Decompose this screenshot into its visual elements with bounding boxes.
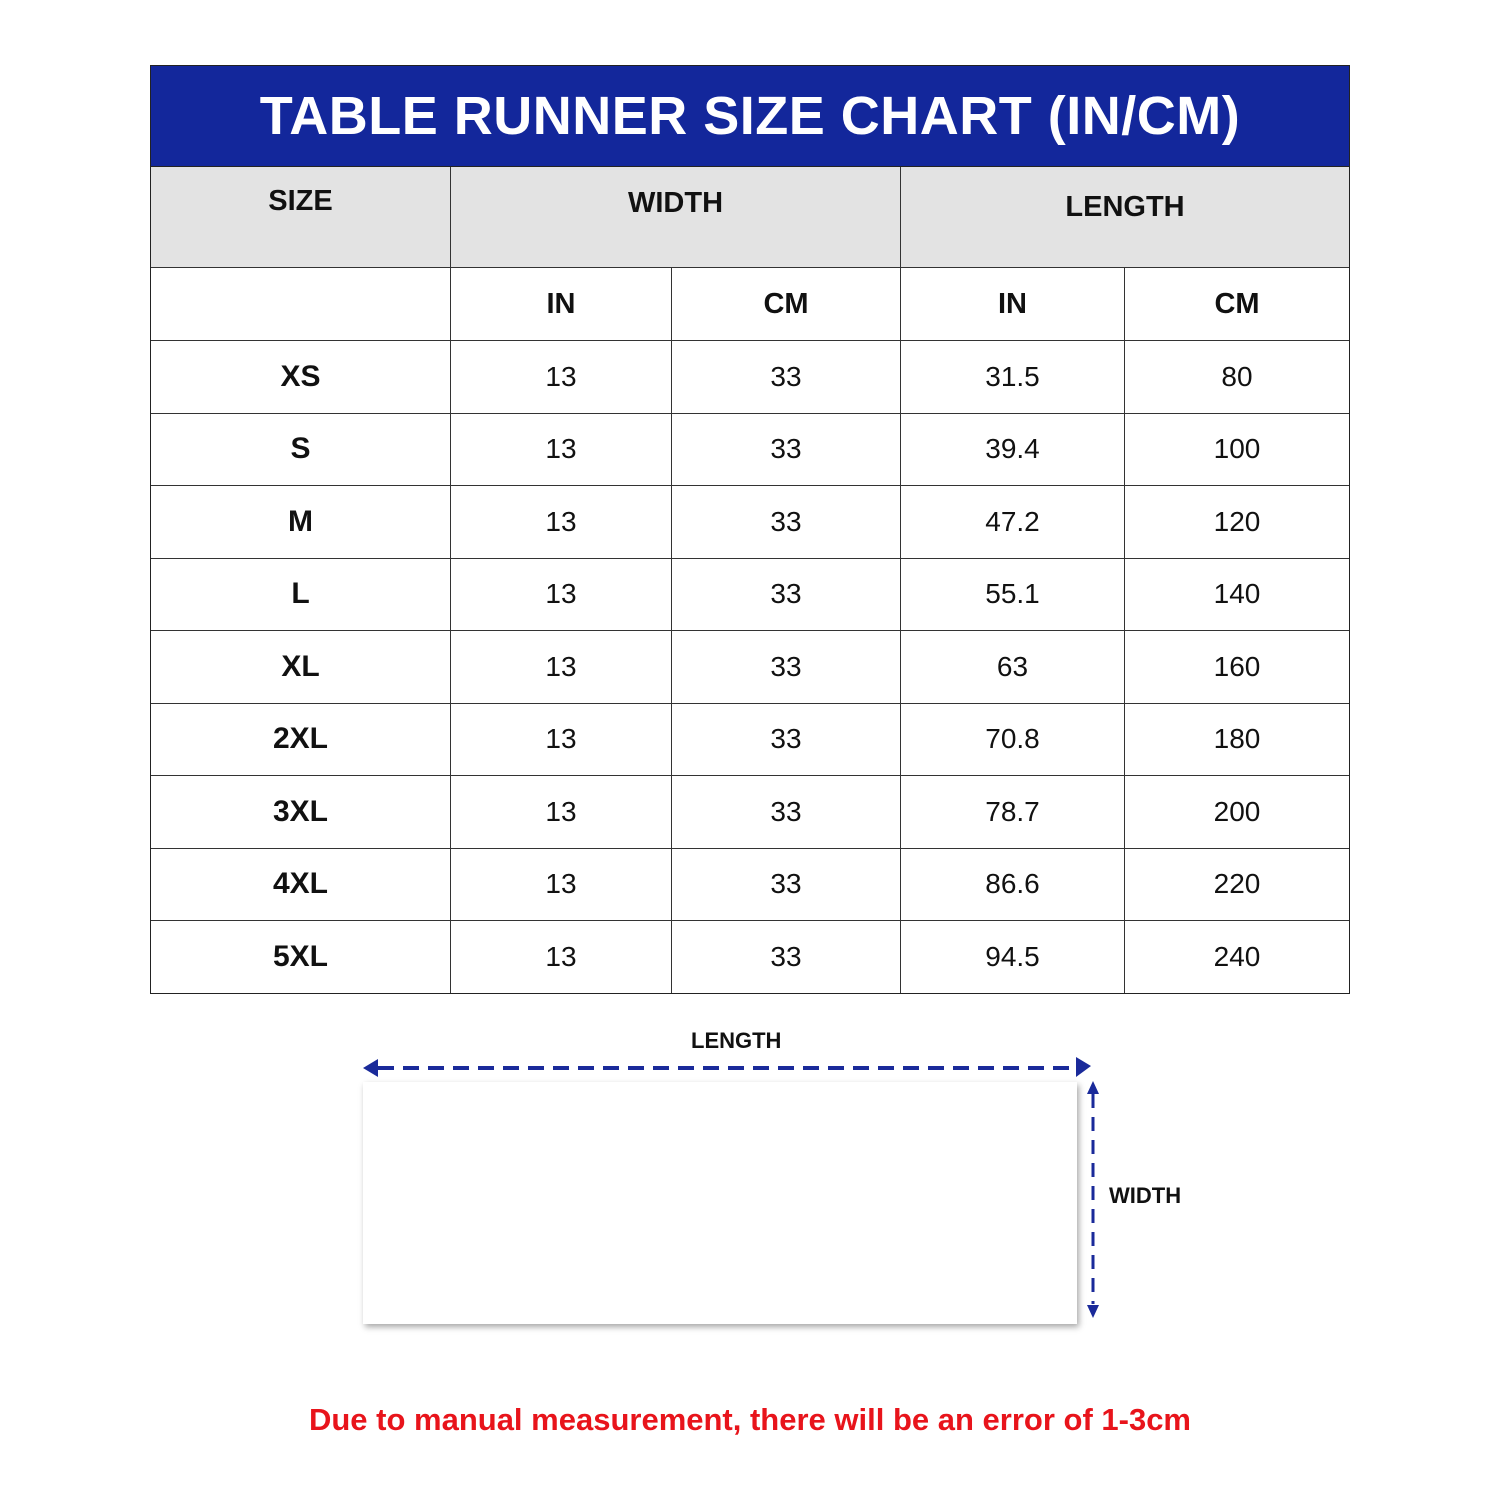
table-row: M 13 33 47.2 120 bbox=[151, 486, 1349, 559]
cell-length-cm: 140 bbox=[1213, 578, 1261, 610]
cell-width-cm: 33 bbox=[672, 921, 901, 993]
cell-length-cm: 120 bbox=[1213, 505, 1261, 537]
cell-width-in: 13 bbox=[451, 848, 672, 920]
cell-length-cm: 80 bbox=[1221, 360, 1253, 392]
cell-width-in: 13 bbox=[451, 341, 672, 413]
cell-length-in: 70.8 bbox=[901, 703, 1125, 775]
cell-length-cm: 240 bbox=[1213, 940, 1261, 972]
cell-width-in: 13 bbox=[451, 486, 672, 558]
header-row: SIZE WIDTH LENGTH bbox=[151, 167, 1349, 268]
length-label: LENGTH bbox=[691, 1028, 782, 1053]
cell-size: XL bbox=[151, 631, 451, 703]
cell-length-cm: 160 bbox=[1213, 650, 1261, 682]
cell-length-in: 94.5 bbox=[901, 921, 1125, 993]
subheader-blank bbox=[151, 268, 451, 340]
subheader-width-in: IN bbox=[451, 268, 672, 340]
width-arrow-icon bbox=[1087, 1081, 1099, 1318]
cell-size: L bbox=[151, 558, 451, 630]
cell-width-cm: 33 bbox=[672, 558, 901, 630]
cell-size: M bbox=[151, 486, 451, 558]
chart-title: TABLE RUNNER SIZE CHART (IN/CM) bbox=[151, 66, 1349, 167]
cell-width-in: 13 bbox=[451, 631, 672, 703]
cell-length-in: 47.2 bbox=[901, 486, 1125, 558]
cell-width-cm: 33 bbox=[672, 341, 901, 413]
cell-length-in: 39.4 bbox=[901, 413, 1125, 485]
cell-length-cm: 100 bbox=[1213, 433, 1261, 465]
table-row: 3XL 13 33 78.7 200 bbox=[151, 776, 1349, 849]
measurement-note: Due to manual measurement, there will be… bbox=[308, 1402, 1192, 1437]
header-size: SIZE bbox=[151, 167, 451, 267]
subheader-row: IN CM IN CM bbox=[151, 268, 1349, 341]
cell-size: 3XL bbox=[151, 776, 451, 848]
table-row: XS 13 33 31.5 80 bbox=[151, 341, 1349, 414]
table-row: L 13 33 55.1 140 bbox=[151, 558, 1349, 631]
cell-size: 2XL bbox=[151, 703, 451, 775]
table-row: 4XL 13 33 86.6 220 bbox=[151, 848, 1349, 921]
width-label: WIDTH bbox=[1109, 1183, 1182, 1208]
cell-width-cm: 33 bbox=[672, 848, 901, 920]
table-row: 2XL 13 33 70.8 180 bbox=[151, 703, 1349, 776]
cell-length-cm: 200 bbox=[1213, 795, 1261, 827]
header-width: WIDTH bbox=[451, 167, 901, 267]
cell-width-in: 13 bbox=[451, 558, 672, 630]
cell-width-cm: 33 bbox=[672, 413, 901, 485]
table-row: S 13 33 39.4 100 bbox=[151, 413, 1349, 486]
cell-length-in: 55.1 bbox=[901, 558, 1125, 630]
cell-length-in: 78.7 bbox=[901, 776, 1125, 848]
cell-width-in: 13 bbox=[451, 921, 672, 993]
cell-width-cm: 33 bbox=[672, 631, 901, 703]
cell-length-in: 86.6 bbox=[901, 848, 1125, 920]
cell-width-in: 13 bbox=[451, 413, 672, 485]
cell-length-in: 63 bbox=[901, 631, 1125, 703]
subheader-length-cm: CM bbox=[1214, 287, 1260, 320]
subheader-length-in: IN bbox=[901, 268, 1125, 340]
cell-length-cm: 220 bbox=[1213, 868, 1261, 900]
cell-size: S bbox=[151, 413, 451, 485]
cell-size: XS bbox=[151, 341, 451, 413]
table-body: XS 13 33 31.5 80 S 13 33 39.4 100 M 13 33 47.2 120 L 13 3… bbox=[151, 341, 1349, 993]
header-length: LENGTH bbox=[1065, 191, 1185, 223]
size-chart-table: TABLE RUNNER SIZE CHART (IN/CM) SIZE WID… bbox=[150, 65, 1350, 994]
cell-length-cm: 180 bbox=[1213, 723, 1261, 755]
cell-width-in: 13 bbox=[451, 776, 672, 848]
cell-width-cm: 33 bbox=[672, 486, 901, 558]
table-row: 5XL 13 33 94.5 240 bbox=[151, 921, 1349, 993]
cell-width-cm: 33 bbox=[672, 703, 901, 775]
table-runner-illustration bbox=[363, 1082, 1077, 1324]
cell-length-in: 31.5 bbox=[901, 341, 1125, 413]
table-row: XL 13 33 63 160 bbox=[151, 631, 1349, 704]
cell-width-cm: 33 bbox=[672, 776, 901, 848]
subheader-width-cm: CM bbox=[672, 268, 901, 340]
cell-size: 4XL bbox=[151, 848, 451, 920]
length-arrow-icon bbox=[363, 1057, 1091, 1077]
cell-size: 5XL bbox=[151, 921, 451, 993]
cell-width-in: 13 bbox=[451, 703, 672, 775]
